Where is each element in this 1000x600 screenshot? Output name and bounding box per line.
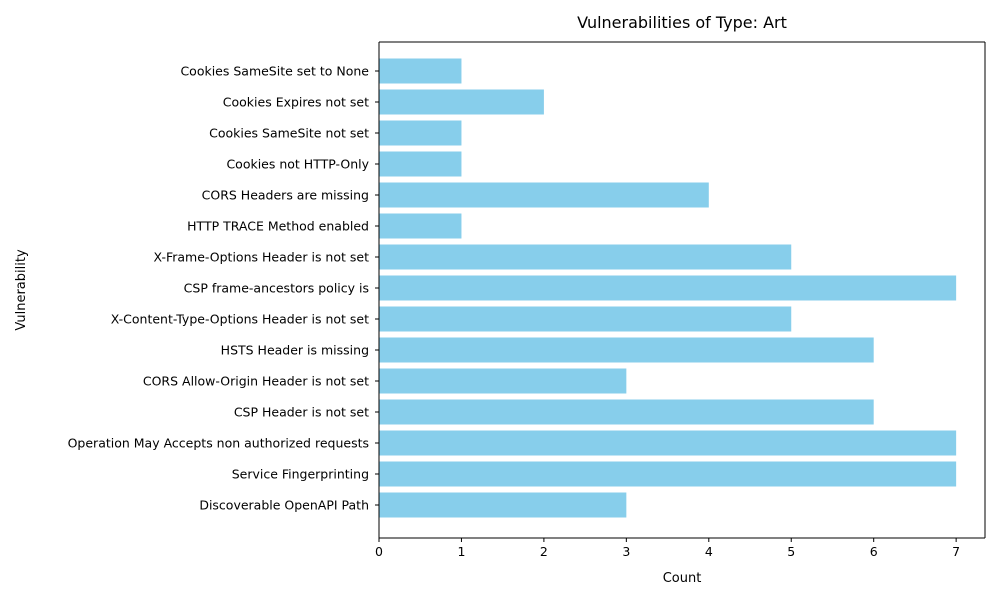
bar — [379, 306, 792, 332]
bar — [379, 492, 627, 518]
y-tick-label: HTTP TRACE Method enabled — [187, 219, 369, 234]
x-tick-label: 3 — [622, 544, 630, 559]
y-tick-label: Cookies SameSite not set — [209, 126, 369, 141]
y-tick-label: X-Frame-Options Header is not set — [154, 250, 370, 265]
y-tick-label: CSP frame-ancestors policy is — [184, 281, 369, 296]
y-tick-label: CORS Headers are missing — [202, 188, 369, 203]
chart-title: Vulnerabilities of Type: Art — [577, 13, 787, 32]
bar — [379, 244, 792, 270]
y-tick-label: Discoverable OpenAPI Path — [199, 498, 369, 513]
y-axis-label: Vulnerability — [14, 249, 29, 331]
x-ticks-group: 0 1 2 3 4 5 6 7 — [375, 538, 960, 559]
bar — [379, 337, 874, 363]
bar — [379, 275, 957, 301]
bar — [379, 58, 462, 84]
bar — [379, 368, 627, 394]
y-ticks-group: Cookies SameSite set to None Cookies Expi… — [68, 64, 379, 513]
x-tick-label: 6 — [870, 544, 878, 559]
x-axis-label: Count — [663, 571, 702, 586]
bar — [379, 213, 462, 239]
y-tick-label: Cookies Expires not set — [223, 95, 369, 110]
x-tick-label: 7 — [952, 544, 960, 559]
x-tick-label: 0 — [375, 544, 383, 559]
x-tick-label: 5 — [787, 544, 795, 559]
y-tick-label: Cookies SameSite set to None — [180, 64, 369, 79]
bar — [379, 399, 874, 425]
plot-frame — [378, 41, 986, 539]
x-tick-label: 2 — [540, 544, 548, 559]
y-tick-label: CORS Allow-Origin Header is not set — [143, 374, 369, 389]
bar — [379, 151, 462, 177]
bar — [379, 461, 957, 487]
y-tick-label: CSP Header is not set — [234, 405, 369, 420]
bar — [379, 182, 709, 208]
x-tick-label: 4 — [705, 544, 713, 559]
y-tick-label: X-Content-Type-Options Header is not set — [111, 312, 369, 327]
bar — [379, 120, 462, 146]
x-tick-label: 1 — [457, 544, 465, 559]
y-tick-label: HSTS Header is missing — [221, 343, 369, 358]
bar — [379, 89, 544, 115]
y-tick-label: Service Fingerprinting — [232, 467, 369, 482]
y-tick-label: Cookies not HTTP-Only — [226, 157, 369, 172]
bars-group — [379, 58, 957, 518]
y-tick-label: Operation May Accepts non authorized req… — [68, 436, 369, 451]
bar — [379, 430, 957, 456]
